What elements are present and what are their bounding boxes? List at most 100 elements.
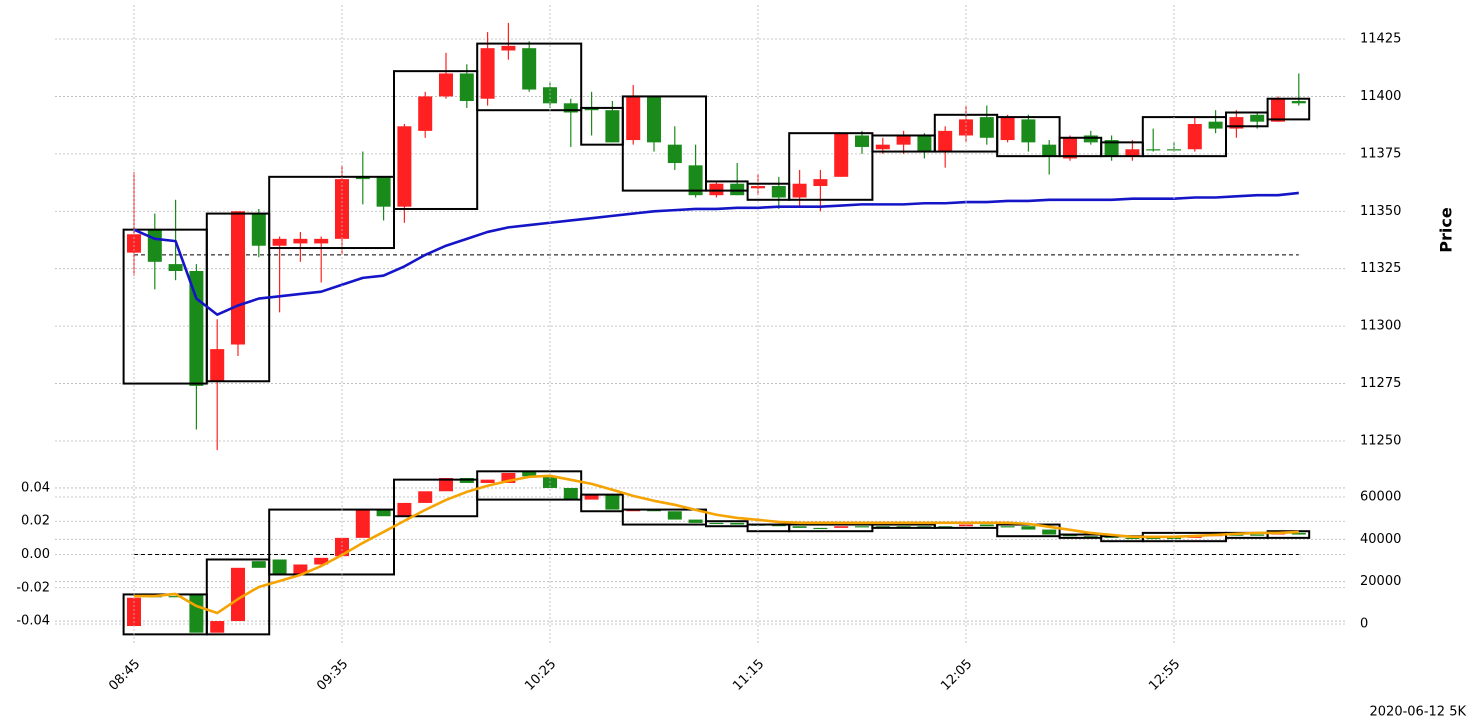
candle-body xyxy=(1271,98,1285,122)
y-tick-label: 11425 xyxy=(1360,31,1401,46)
candle-body xyxy=(272,238,287,246)
candle-body xyxy=(1208,121,1223,129)
y-tick-label: 0.00 xyxy=(21,547,50,562)
candle-body xyxy=(293,564,308,575)
candle-body xyxy=(189,594,204,633)
box xyxy=(476,42,583,112)
candle-body xyxy=(335,179,349,239)
candle-body xyxy=(1250,534,1265,536)
candle-body xyxy=(439,477,453,492)
candle-body xyxy=(418,491,433,503)
candle-body xyxy=(709,183,724,196)
y-tick-label: 0.02 xyxy=(21,514,50,529)
candle-body xyxy=(1291,532,1306,535)
candle-body xyxy=(730,522,745,525)
candle-body xyxy=(501,472,516,483)
candle-body xyxy=(563,487,578,500)
candle-body xyxy=(792,526,807,528)
candle-body xyxy=(480,48,495,99)
candle-body xyxy=(231,211,245,345)
y-tick-label: 11300 xyxy=(1360,319,1401,334)
candle-body xyxy=(563,103,578,113)
y-tick-label: 11375 xyxy=(1360,146,1401,161)
candle-body xyxy=(418,96,433,131)
candle-body xyxy=(834,133,849,177)
candle-body xyxy=(751,186,765,189)
candle-body xyxy=(709,522,724,525)
candle-body xyxy=(480,479,495,483)
candle-body xyxy=(1146,537,1161,540)
y-tick-label: 11250 xyxy=(1360,433,1401,448)
box xyxy=(268,508,396,576)
candle-body xyxy=(251,213,266,246)
candle-body xyxy=(210,621,225,633)
x-tick-label: 08:45 xyxy=(106,657,143,694)
candle-body xyxy=(584,494,599,500)
candle-body xyxy=(147,229,162,262)
candle-body xyxy=(834,526,849,528)
box xyxy=(621,508,707,526)
candle-body xyxy=(1021,119,1036,143)
candle-body xyxy=(605,110,620,143)
y-tick-label: 11400 xyxy=(1360,89,1401,104)
candle-body xyxy=(376,176,391,207)
candle-body xyxy=(667,511,682,520)
candle-body xyxy=(251,561,266,568)
candle-body xyxy=(1063,137,1077,159)
candle-body xyxy=(459,73,474,102)
candle-body xyxy=(522,471,537,477)
candle-body xyxy=(168,596,183,598)
candle-body xyxy=(439,73,453,97)
box xyxy=(996,116,1061,158)
candle-body xyxy=(1146,149,1161,151)
candle-body xyxy=(210,349,225,382)
candle-body xyxy=(1125,537,1140,540)
y-tick-label: 0.04 xyxy=(21,480,50,495)
box xyxy=(788,132,874,201)
y-tick-label: 0 xyxy=(1360,617,1368,632)
x-tick-label: 10:25 xyxy=(522,657,559,694)
y-tick-label: 40000 xyxy=(1360,532,1401,547)
candle-body xyxy=(127,234,141,253)
candle-body xyxy=(855,135,869,147)
candle-body xyxy=(314,557,329,565)
candle-body xyxy=(771,186,786,198)
box xyxy=(1141,116,1228,158)
box xyxy=(580,493,624,513)
box xyxy=(205,558,271,636)
x-tick-label: 12:55 xyxy=(1146,657,1183,694)
candle-body xyxy=(1250,114,1265,122)
candle-body xyxy=(875,144,890,150)
y-tick-label: 11325 xyxy=(1360,261,1401,276)
box xyxy=(268,175,396,250)
line xyxy=(134,474,1299,615)
candle-body xyxy=(979,524,994,527)
candle-body xyxy=(792,183,807,198)
candle-body xyxy=(355,509,370,538)
x-tick-label: 11:15 xyxy=(730,657,767,694)
candle-body xyxy=(397,502,412,517)
candle-body xyxy=(647,96,661,143)
candle-body xyxy=(1042,529,1057,535)
candle-body xyxy=(626,96,641,141)
candle-body xyxy=(875,526,890,528)
candle-body xyxy=(1000,526,1015,528)
candle-body xyxy=(1021,526,1036,530)
candle-body xyxy=(938,130,953,152)
candle-body xyxy=(1000,117,1015,141)
y-tick-label: 20000 xyxy=(1360,574,1401,589)
candle-body xyxy=(813,179,828,187)
candle-body xyxy=(813,527,828,530)
candle-body xyxy=(979,117,994,138)
candle-body xyxy=(127,597,141,627)
y-tick-label: 11275 xyxy=(1360,376,1401,391)
candle-body xyxy=(314,238,329,244)
candle-body xyxy=(543,87,557,104)
candle-body xyxy=(959,119,973,136)
candle-body xyxy=(293,238,308,244)
candle-body xyxy=(688,165,703,196)
candle-body xyxy=(667,144,682,164)
candle-body xyxy=(1291,101,1306,104)
candle-body xyxy=(272,559,287,575)
